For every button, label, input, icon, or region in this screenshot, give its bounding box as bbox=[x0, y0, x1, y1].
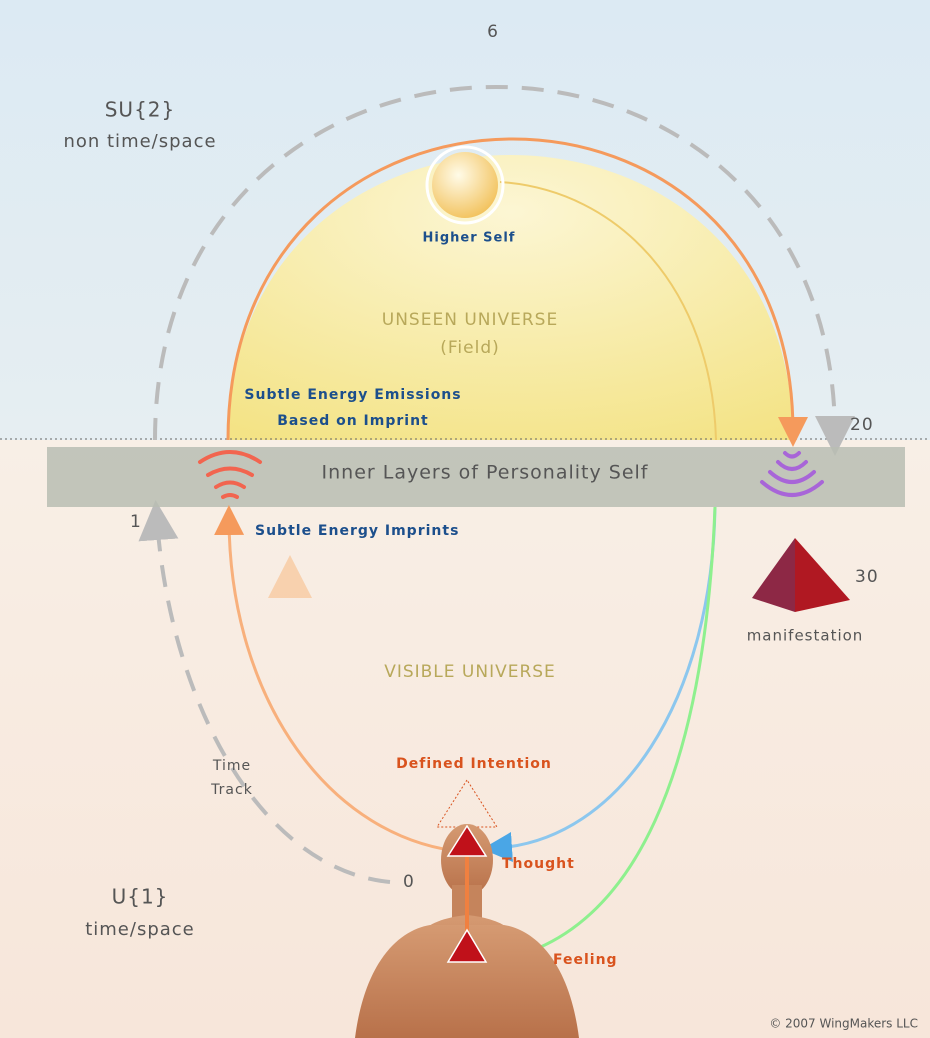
node-label: Subtle Energy Imprints bbox=[255, 523, 459, 539]
node-label: Thought bbox=[502, 856, 575, 872]
copyright: © 2007 WingMakers LLC bbox=[769, 1017, 918, 1031]
node-label: Based on Imprint bbox=[277, 413, 428, 429]
mark: 0 bbox=[403, 872, 415, 892]
label: Time bbox=[212, 758, 251, 774]
region-title: UNSEEN UNIVERSE bbox=[382, 310, 558, 330]
mark: 6 bbox=[487, 22, 499, 42]
node-label: Subtle Energy Emissions bbox=[244, 387, 461, 403]
node-label: manifestation bbox=[747, 627, 864, 645]
node-label: Defined Intention bbox=[396, 756, 552, 772]
mark: 30 bbox=[855, 567, 879, 587]
region-subtitle: time/space bbox=[85, 919, 195, 940]
band-label: Inner Layers of Personality Self bbox=[322, 462, 649, 484]
region-title: VISIBLE UNIVERSE bbox=[384, 662, 556, 682]
label: Track bbox=[210, 782, 253, 798]
diagram: 6 20 1 30 0 Time Track SU{2} non time/sp… bbox=[0, 0, 930, 1038]
mark: 20 bbox=[850, 415, 874, 435]
node-label: Feeling bbox=[553, 952, 618, 968]
region-subtitle: non time/space bbox=[63, 131, 216, 152]
region-title: SU{2} bbox=[105, 98, 176, 122]
mark: 1 bbox=[130, 512, 142, 532]
node-label: Higher Self bbox=[423, 231, 516, 246]
region-subtitle: (Field) bbox=[440, 338, 500, 358]
region-title: U{1} bbox=[112, 885, 169, 909]
sun bbox=[432, 152, 498, 218]
